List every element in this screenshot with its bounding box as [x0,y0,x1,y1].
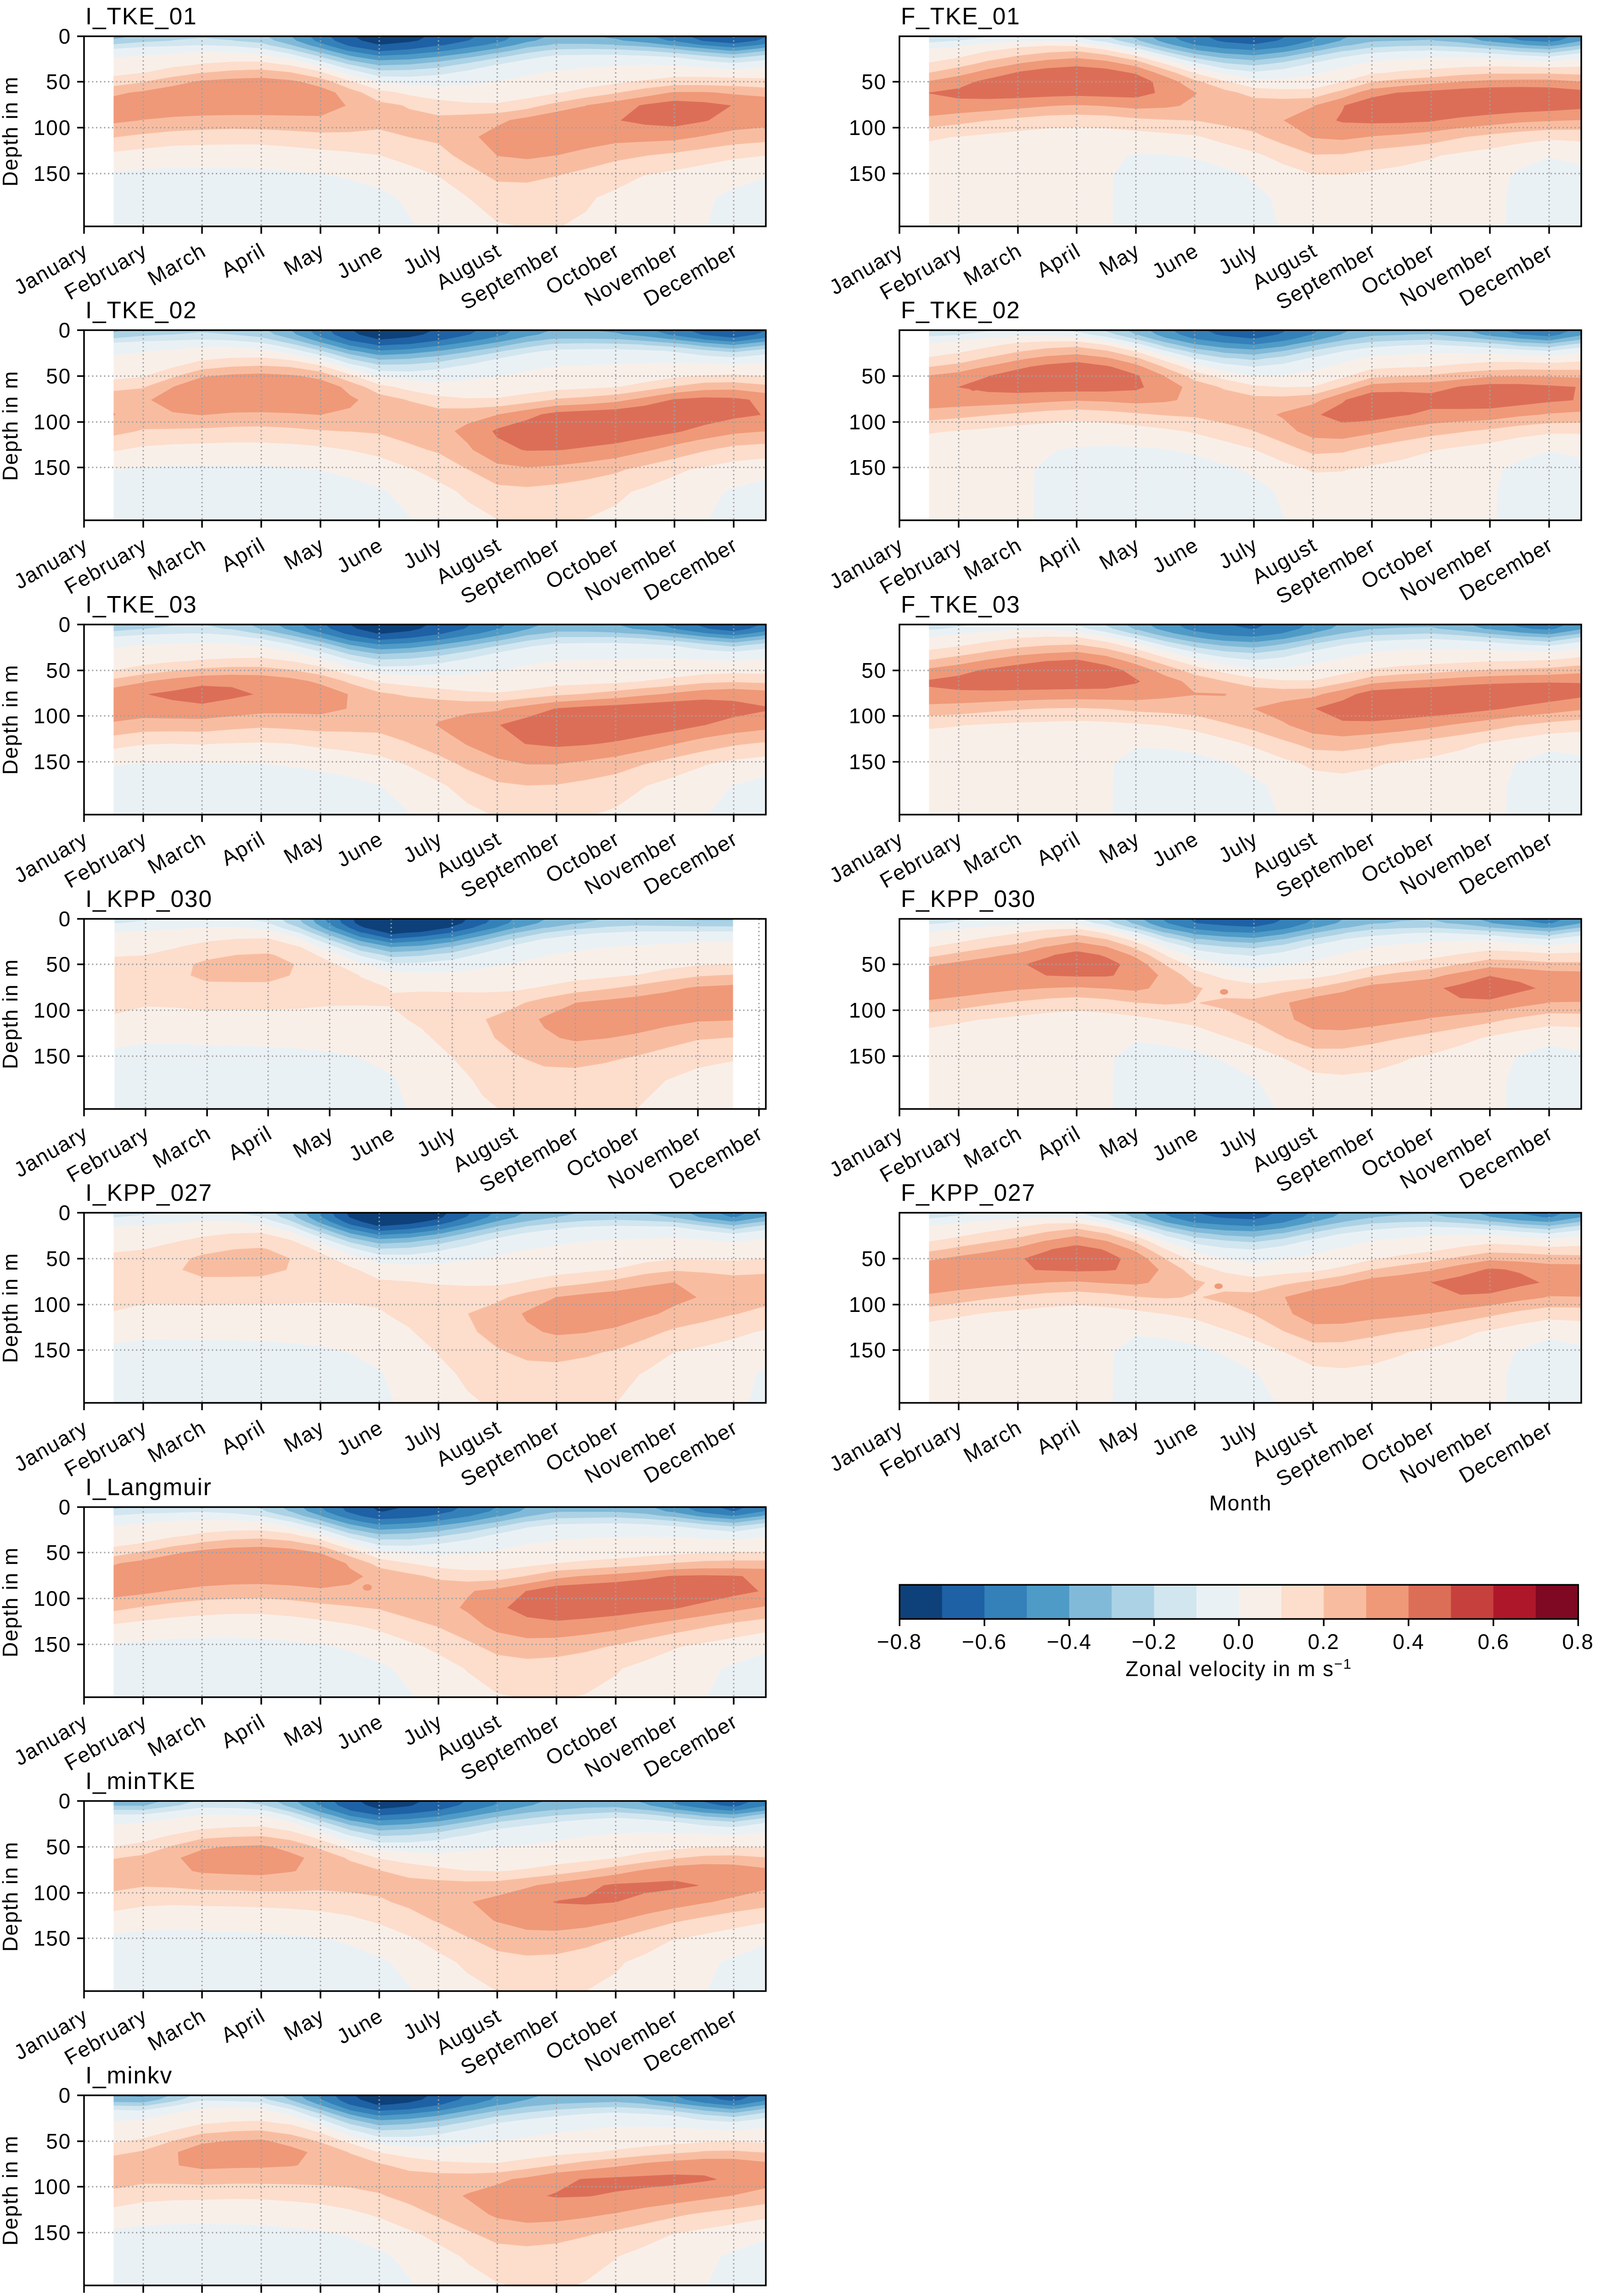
svg-text:F_TKE_01: F_TKE_01 [901,3,1021,29]
svg-text:100: 100 [849,998,887,1022]
svg-text:150: 150 [34,1338,71,1362]
svg-text:50: 50 [46,1247,71,1271]
svg-text:0.6: 0.6 [1477,1630,1509,1654]
svg-text:50: 50 [46,364,71,388]
svg-text:I_TKE_01: I_TKE_01 [85,3,197,29]
svg-text:Depth in m: Depth in m [0,371,22,481]
svg-text:150: 150 [849,162,887,186]
svg-text:150: 150 [849,1338,887,1362]
svg-text:150: 150 [849,456,887,479]
svg-text:Depth in m: Depth in m [0,1547,22,1657]
svg-text:150: 150 [34,750,71,774]
svg-text:50: 50 [861,364,887,388]
svg-text:−0.6: −0.6 [962,1630,1007,1654]
svg-text:50: 50 [861,952,887,976]
svg-text:100: 100 [849,410,887,434]
svg-text:150: 150 [34,1632,71,1656]
svg-text:100: 100 [34,116,71,140]
svg-text:50: 50 [46,658,71,682]
svg-text:I_TKE_03: I_TKE_03 [85,591,197,618]
svg-text:150: 150 [34,162,71,186]
svg-text:0: 0 [59,2083,71,2107]
svg-text:−0.2: −0.2 [1132,1630,1177,1654]
svg-text:I_TKE_02: I_TKE_02 [85,297,197,323]
svg-text:I_KPP_027: I_KPP_027 [85,1179,213,1206]
svg-text:0.0: 0.0 [1223,1630,1254,1654]
svg-text:I_minTKE: I_minTKE [85,1767,196,1794]
svg-text:150: 150 [849,1044,887,1068]
svg-text:I_Langmuir: I_Langmuir [85,1474,212,1500]
svg-text:I_KPP_030: I_KPP_030 [85,885,213,912]
svg-text:100: 100 [34,1293,71,1317]
svg-text:150: 150 [34,1044,71,1068]
svg-text:50: 50 [46,70,71,94]
svg-text:F_TKE_03: F_TKE_03 [901,591,1021,618]
svg-text:100: 100 [34,704,71,728]
svg-text:50: 50 [861,658,887,682]
svg-text:100: 100 [34,2175,71,2199]
svg-text:F_TKE_02: F_TKE_02 [901,297,1021,323]
svg-text:Depth in m: Depth in m [0,76,22,186]
svg-text:100: 100 [34,1881,71,1905]
svg-text:0: 0 [59,1201,71,1225]
svg-text:100: 100 [34,1587,71,1610]
svg-text:50: 50 [46,1541,71,1564]
svg-text:F_KPP_030: F_KPP_030 [901,885,1036,912]
svg-text:−0.4: −0.4 [1047,1630,1092,1654]
svg-text:0: 0 [59,1495,71,1519]
svg-text:150: 150 [34,1926,71,1950]
svg-text:Depth in m: Depth in m [0,1253,22,1363]
svg-text:100: 100 [849,704,887,728]
svg-text:0: 0 [59,24,71,48]
svg-text:0.2: 0.2 [1308,1630,1339,1654]
svg-text:Month: Month [1209,1491,1272,1515]
svg-text:100: 100 [849,116,887,140]
svg-text:Depth in m: Depth in m [0,1841,22,1952]
svg-text:0.4: 0.4 [1393,1630,1424,1654]
svg-text:50: 50 [861,70,887,94]
svg-text:0: 0 [59,613,71,636]
svg-text:100: 100 [34,410,71,434]
svg-text:0: 0 [59,907,71,931]
svg-text:150: 150 [34,2221,71,2245]
svg-text:100: 100 [849,1293,887,1317]
svg-text:Zonal velocity in m s−1: Zonal velocity in m s−1 [1125,1656,1352,1681]
svg-text:−0.8: −0.8 [877,1630,922,1654]
svg-text:0: 0 [59,1789,71,1813]
svg-text:100: 100 [34,998,71,1022]
svg-text:50: 50 [46,2129,71,2153]
svg-text:0: 0 [59,318,71,342]
svg-text:I_minkv: I_minkv [85,2062,173,2088]
svg-text:Depth in m: Depth in m [0,664,22,775]
svg-text:50: 50 [46,1835,71,1859]
svg-text:F_KPP_027: F_KPP_027 [901,1179,1036,1206]
svg-text:Depth in m: Depth in m [0,2135,22,2245]
svg-text:50: 50 [861,1247,887,1271]
svg-text:Depth in m: Depth in m [0,959,22,1069]
svg-text:150: 150 [849,750,887,774]
svg-text:0.8: 0.8 [1562,1630,1594,1654]
svg-text:150: 150 [34,456,71,479]
svg-text:50: 50 [46,952,71,976]
